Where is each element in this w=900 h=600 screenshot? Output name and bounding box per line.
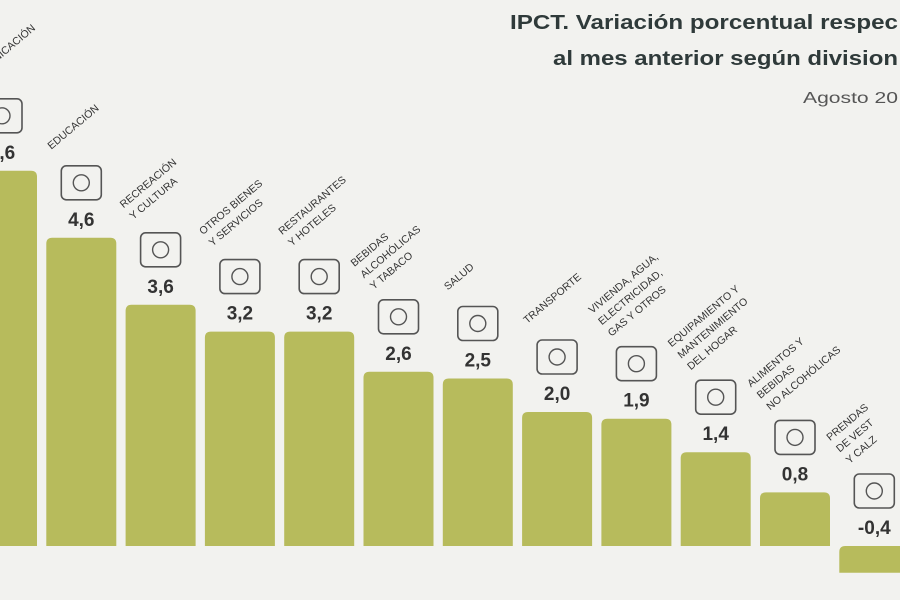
category-label: TRANSPORTE <box>521 271 584 326</box>
value-label: 1,9 <box>623 391 649 412</box>
icon <box>298 258 341 295</box>
icon <box>694 379 737 416</box>
value-label: 2,6 <box>385 344 411 365</box>
value-label: 2,5 <box>465 351 492 372</box>
icon <box>231 267 249 286</box>
icon <box>536 339 578 375</box>
chart-title: al mes anterior según division <box>553 48 898 70</box>
bar <box>522 412 593 546</box>
chart-title: IPCT. Variación porcentual respec <box>510 12 898 34</box>
bar <box>760 492 830 546</box>
icon <box>139 232 182 268</box>
bar <box>204 331 275 546</box>
bar <box>442 378 513 546</box>
value-label: 4,6 <box>68 210 94 231</box>
value-label: 1,4 <box>702 424 729 445</box>
value-label: 5,6 <box>0 143 15 164</box>
icon <box>60 165 103 201</box>
chart-subtitle: Agosto 20 <box>803 90 898 107</box>
icon <box>219 258 261 295</box>
icon <box>72 174 91 192</box>
bar <box>46 237 117 547</box>
icon <box>865 482 883 500</box>
category-label: VIVIENDA, AGUA,ELECTRICIDAD,GAS Y OTROS <box>586 251 668 339</box>
bar <box>284 331 355 546</box>
icon <box>456 305 499 342</box>
icon <box>774 419 816 456</box>
icon <box>548 348 566 366</box>
value-label: 3,2 <box>227 304 253 325</box>
icon <box>627 355 646 373</box>
value-label: 2,0 <box>544 384 570 405</box>
category-label: SALUD <box>442 261 477 293</box>
icon <box>310 267 328 286</box>
bar <box>601 418 672 546</box>
icon <box>0 107 11 125</box>
category-label: COMUNICACIÓN <box>0 22 38 86</box>
icon <box>0 98 23 134</box>
value-label: -0,4 <box>858 518 891 539</box>
bar <box>839 546 900 573</box>
category-label-line: SALUD <box>442 261 477 293</box>
icon <box>786 428 804 447</box>
value-label: 3,2 <box>306 304 332 325</box>
icon <box>707 388 725 406</box>
category-label-line: COMUNICACIÓN <box>0 22 38 86</box>
category-label: EDUCACIÓN <box>45 102 102 152</box>
category-label-line: EDUCACIÓN <box>45 102 102 152</box>
category-label-line: TRANSPORTE <box>521 271 584 326</box>
icon <box>377 298 420 335</box>
icon <box>151 241 170 259</box>
bar <box>363 371 434 546</box>
bar <box>125 304 196 546</box>
value-label: 3,6 <box>147 277 173 298</box>
icon <box>389 308 408 326</box>
icon <box>469 314 487 333</box>
bar <box>0 170 37 546</box>
icon <box>615 345 658 382</box>
bar <box>680 452 751 546</box>
icon <box>853 473 896 509</box>
value-label: 0,8 <box>782 464 808 485</box>
